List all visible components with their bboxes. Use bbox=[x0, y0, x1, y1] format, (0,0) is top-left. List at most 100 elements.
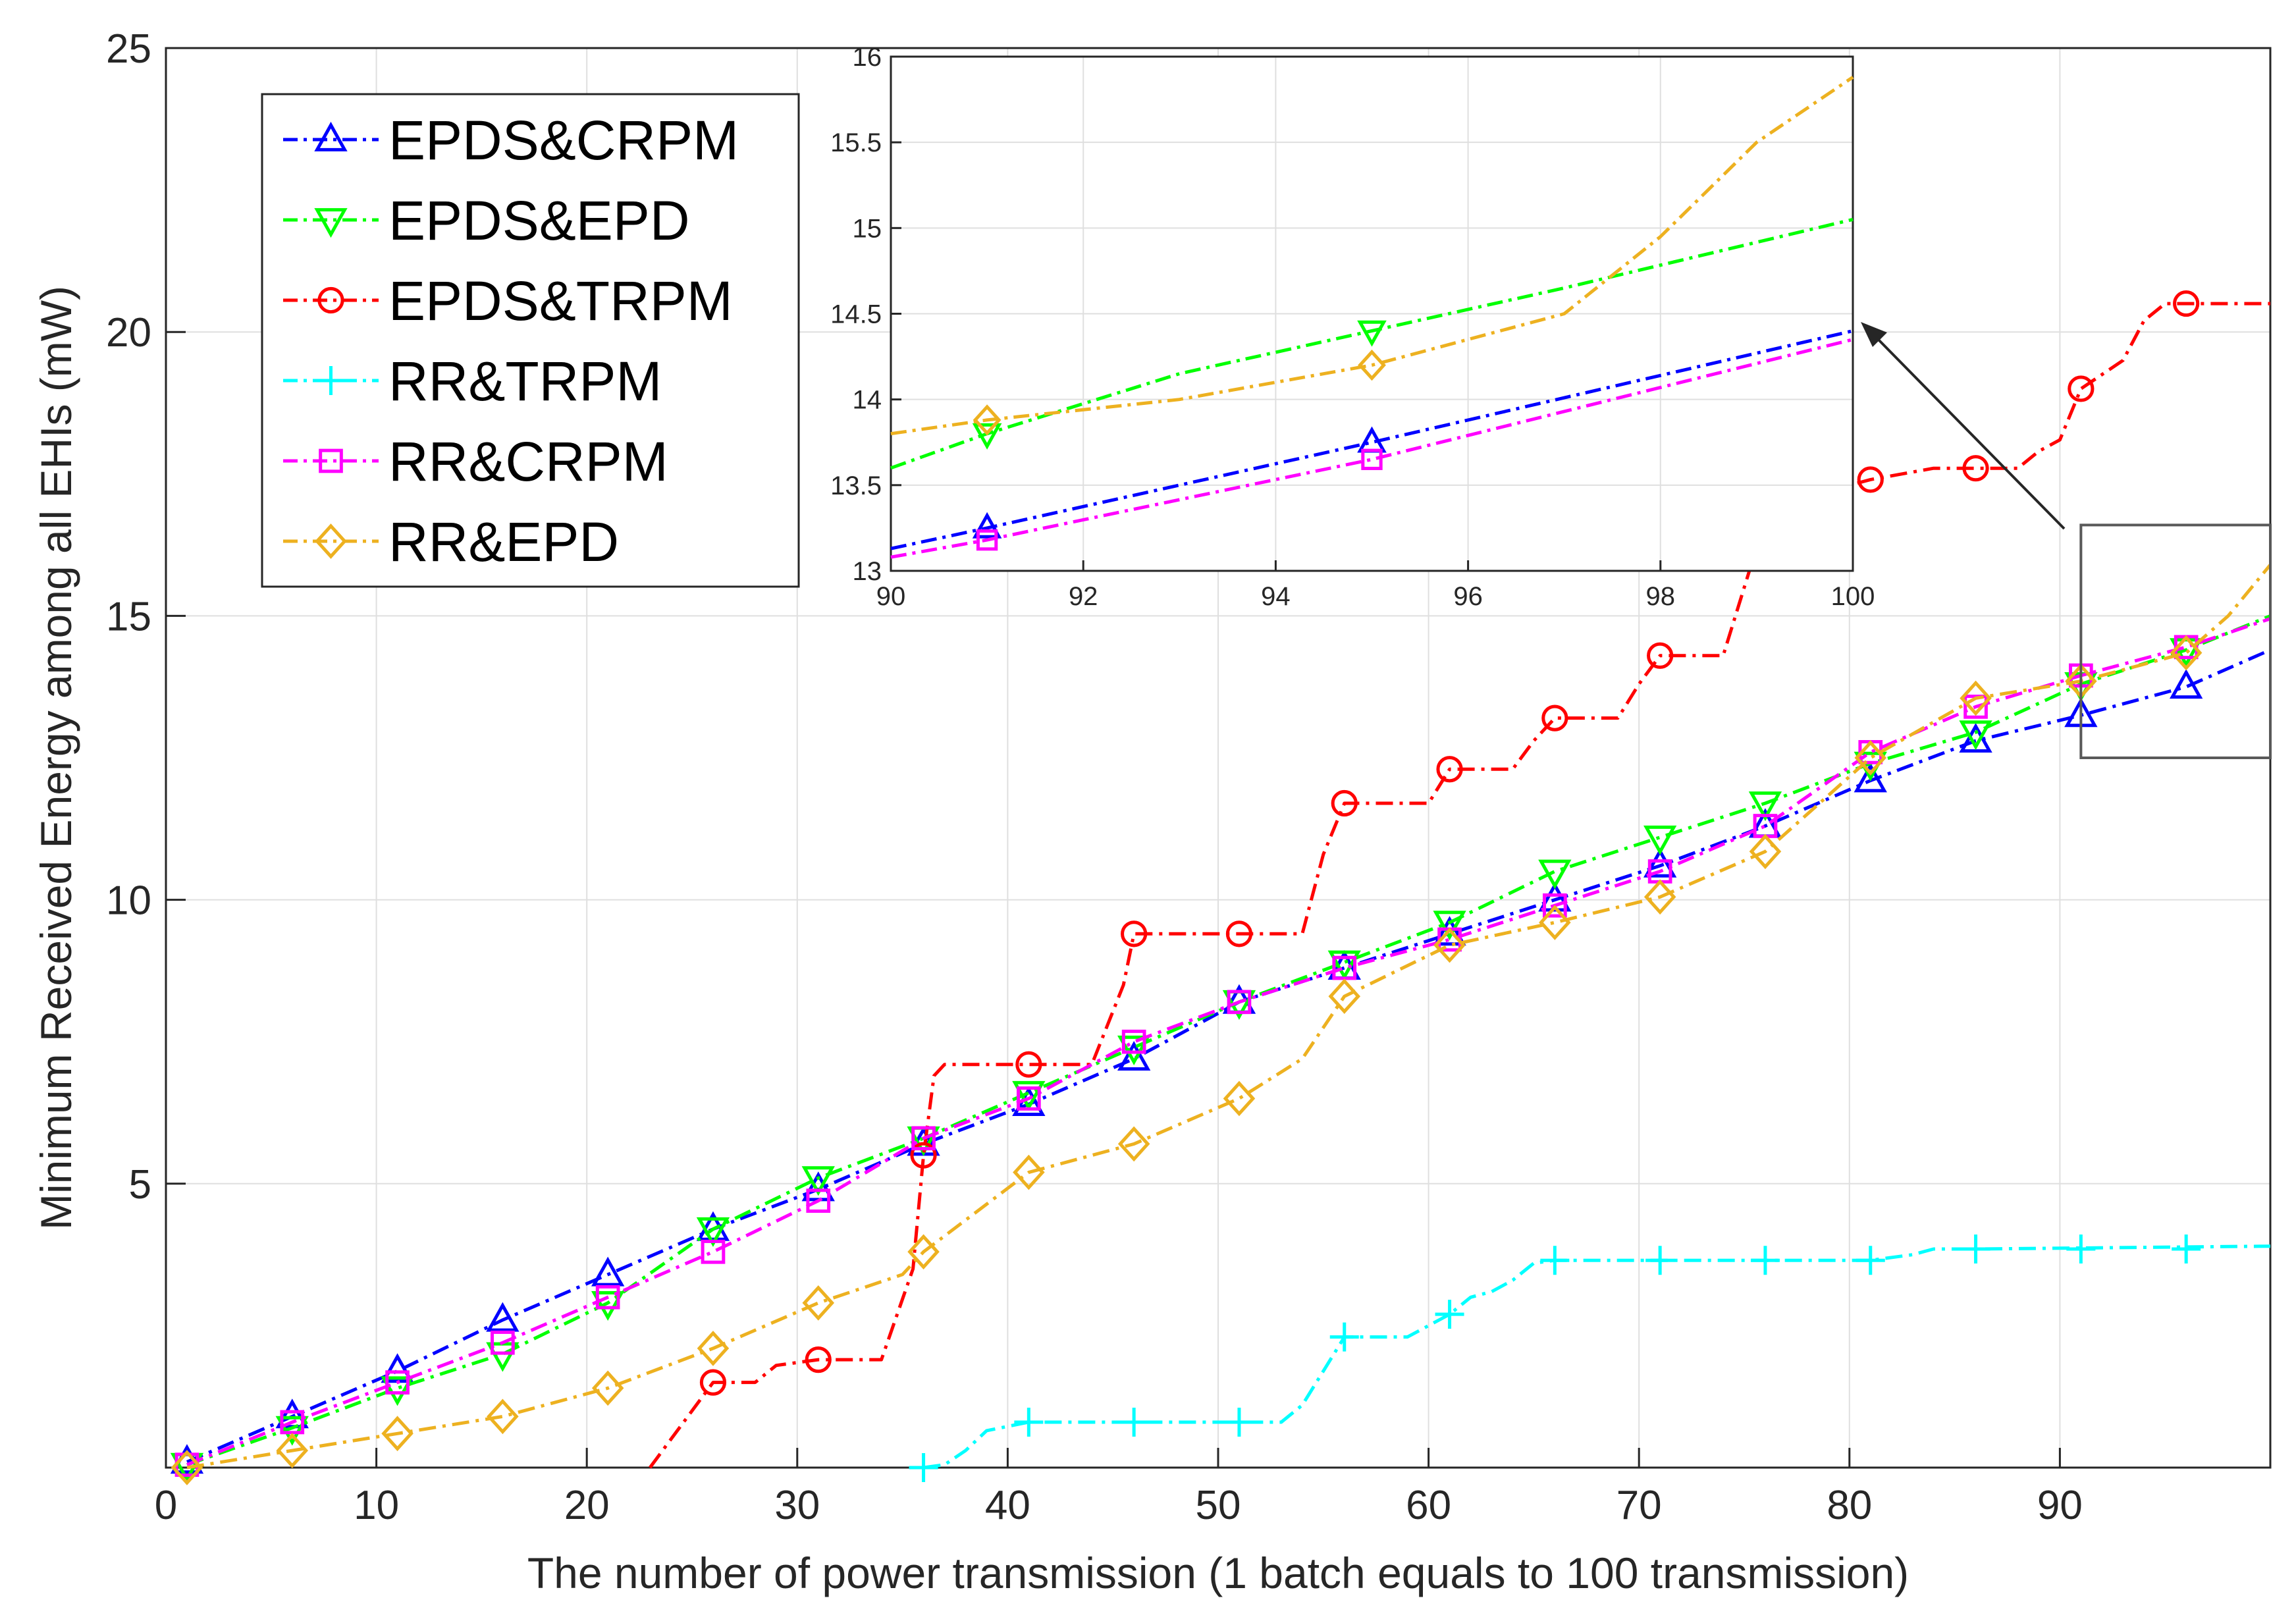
inset-y-tick-label: 13.5 bbox=[830, 471, 882, 500]
inset-series-marker-epds-crpm bbox=[972, 512, 1002, 539]
legend-marker-rr-trpm bbox=[316, 366, 346, 395]
series-rr-epd bbox=[171, 564, 2272, 1485]
series-marker-rr-epd bbox=[1854, 740, 1887, 776]
series-marker-rr-crpm bbox=[1963, 695, 1988, 719]
x-tick-label: 70 bbox=[1616, 1483, 1662, 1528]
x-tick-label: 20 bbox=[564, 1483, 610, 1528]
series-marker-epds-epd bbox=[275, 1416, 309, 1446]
inset-series-rr-epd bbox=[890, 76, 1854, 436]
series-marker-epds-epd bbox=[1327, 950, 1361, 980]
x-tick-label: 60 bbox=[1406, 1483, 1451, 1528]
inset-y-tick-label: 16 bbox=[853, 43, 882, 72]
legend-label-rr-trpm: RR&TRPM bbox=[388, 350, 662, 412]
x-axis-label: The number of power transmission (1 batc… bbox=[527, 1549, 1909, 1597]
legend-item-rr-trpm: RR&TRPM bbox=[283, 350, 662, 412]
inset-y-tick-label: 14 bbox=[853, 386, 882, 415]
series-marker-rr-trpm bbox=[1119, 1408, 1149, 1437]
series-marker-epds-epd bbox=[801, 1166, 835, 1196]
legend-label-epds-epd: EPDS&EPD bbox=[388, 190, 690, 252]
series-marker-rr-crpm bbox=[911, 1126, 936, 1151]
inset-series-rr-crpm bbox=[890, 338, 1854, 559]
inset-series-line-rr-epd bbox=[890, 76, 1854, 436]
series-marker-rr-trpm bbox=[2172, 1234, 2201, 1263]
series-marker-epds-epd bbox=[591, 1291, 625, 1321]
series-marker-epds-crpm bbox=[1643, 847, 1677, 878]
series-marker-rr-epd bbox=[276, 1433, 309, 1468]
series-marker-epds-trpm bbox=[1962, 455, 1989, 482]
series-marker-rr-epd bbox=[487, 1398, 519, 1435]
series-marker-epds-epd bbox=[696, 1217, 730, 1247]
series-marker-epds-epd bbox=[1538, 859, 1572, 890]
x-tick-label: 80 bbox=[1827, 1483, 1872, 1528]
inset-x-tick-label: 94 bbox=[1261, 582, 1291, 611]
series-marker-epds-epd bbox=[1433, 911, 1466, 941]
series-marker-epds-epd bbox=[381, 1376, 414, 1406]
series-marker-epds-trpm bbox=[1541, 704, 1568, 731]
inset-y-tick-label: 13 bbox=[853, 557, 882, 586]
y-tick-label: 25 bbox=[106, 26, 151, 72]
inset-series-marker-epds-epd bbox=[972, 423, 1002, 450]
series-marker-rr-epd bbox=[802, 1285, 835, 1321]
series-marker-rr-epd bbox=[907, 1234, 940, 1270]
series-marker-rr-crpm bbox=[595, 1285, 620, 1310]
legend-item-rr-epd: RR&EPD bbox=[283, 511, 619, 573]
series-marker-epds-crpm bbox=[1538, 882, 1572, 912]
legend-marker-epds-crpm bbox=[314, 121, 348, 151]
series-marker-epds-crpm bbox=[486, 1302, 520, 1332]
series-marker-rr-crpm bbox=[701, 1239, 726, 1264]
series-marker-rr-epd bbox=[1223, 1080, 1256, 1117]
series-marker-rr-crpm bbox=[1227, 990, 1252, 1015]
series-marker-epds-trpm bbox=[910, 1142, 937, 1169]
series-marker-epds-epd bbox=[1117, 1035, 1151, 1065]
series-marker-rr-trpm bbox=[1750, 1246, 1780, 1275]
x-tick-label: 10 bbox=[354, 1483, 399, 1528]
series-marker-rr-trpm bbox=[1014, 1408, 1044, 1437]
inset-series-marker-rr-epd bbox=[1358, 349, 1386, 381]
legend-items: EPDS&CRPM EPDS&EPD EPDS&TRPM RR&TRPM RR&CRPM… bbox=[283, 109, 739, 573]
legend-marker-epds-trpm bbox=[317, 286, 344, 314]
series-marker-epds-trpm bbox=[1331, 789, 1358, 817]
zoom-arrow-head bbox=[1861, 322, 1887, 347]
series-marker-epds-trpm bbox=[1225, 920, 1253, 947]
legend-label-rr-epd: RR&EPD bbox=[388, 511, 619, 573]
series-marker-rr-crpm bbox=[491, 1330, 515, 1355]
series-marker-epds-trpm bbox=[1121, 920, 1148, 947]
series-marker-rr-crpm bbox=[1543, 893, 1567, 918]
series-marker-rr-epd bbox=[1433, 927, 1466, 963]
series-marker-epds-crpm bbox=[2169, 669, 2203, 699]
series-marker-rr-epd bbox=[1749, 834, 1782, 870]
series-marker-rr-epd bbox=[1643, 879, 1676, 915]
series-marker-epds-crpm bbox=[1117, 1040, 1151, 1071]
x-tick-label: 0 bbox=[155, 1483, 177, 1528]
series-marker-epds-epd bbox=[1643, 825, 1677, 855]
legend-marker-rr-crpm bbox=[319, 448, 343, 473]
series-marker-epds-epd bbox=[1748, 791, 1782, 822]
inset-series-line-rr-crpm bbox=[890, 338, 1854, 559]
series-marker-rr-trpm bbox=[1855, 1246, 1885, 1275]
series-marker-epds-trpm bbox=[1647, 642, 1674, 669]
series-marker-epds-trpm bbox=[1436, 756, 1463, 783]
series-marker-rr-crpm bbox=[1332, 955, 1357, 980]
series-marker-rr-epd bbox=[381, 1416, 414, 1452]
x-tick-label: 50 bbox=[1196, 1483, 1241, 1528]
main-ticks: 0 10 20 30 40 50 60 70 80 90 5 10 15 20 25 bbox=[106, 26, 2083, 1528]
zoom-box bbox=[2079, 523, 2272, 760]
inset-ticks: 90 92 94 96 98 100 13 13.5 14 14.5 15 15.5 16 bbox=[830, 43, 1875, 611]
series-marker-rr-epd bbox=[1539, 905, 1571, 940]
series-line-rr-epd bbox=[186, 564, 2272, 1470]
x-tick-label: 40 bbox=[985, 1483, 1030, 1528]
inset-x-tick-label: 100 bbox=[1831, 582, 1875, 611]
series-marker-epds-crpm bbox=[591, 1256, 625, 1287]
series-marker-rr-epd bbox=[171, 1450, 203, 1485]
inset-x-tick-label: 90 bbox=[876, 582, 906, 611]
y-axis-label: Minimum Received Energy among all EHIs (… bbox=[32, 286, 80, 1230]
series-epds-trpm bbox=[649, 290, 2270, 1469]
y-tick-label: 15 bbox=[106, 594, 151, 639]
series-marker-rr-epd bbox=[591, 1370, 624, 1406]
series-marker-rr-trpm bbox=[1435, 1300, 1464, 1329]
series-marker-epds-trpm bbox=[2173, 290, 2200, 317]
inset-series-marker-rr-epd bbox=[973, 404, 1001, 436]
series-line-rr-crpm bbox=[186, 617, 2271, 1467]
y-tick-label: 20 bbox=[106, 310, 151, 356]
